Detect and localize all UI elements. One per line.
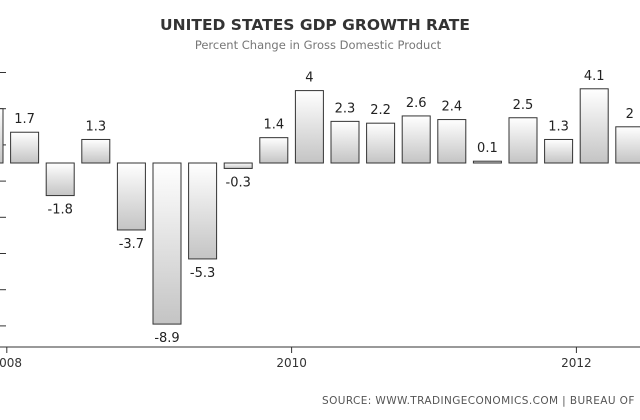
bar-8	[259, 137, 289, 164]
x-tick-label-2012: 2012	[561, 356, 592, 370]
value-label-18: 2	[626, 107, 634, 122]
value-label-8: 1.4	[263, 118, 284, 133]
value-label-14: 0.1	[477, 141, 498, 156]
value-label-17: 4.1	[584, 69, 605, 84]
bar-16	[544, 138, 574, 164]
bar-5	[152, 162, 182, 325]
bar-14	[472, 160, 502, 164]
bar-12	[401, 115, 431, 164]
value-label-13: 2.4	[441, 100, 462, 115]
bar-6	[188, 162, 218, 260]
value-label-10: 2.3	[335, 101, 356, 116]
bar-3	[81, 138, 111, 164]
bar-10	[330, 120, 360, 164]
bar-17	[579, 88, 609, 164]
value-label-12: 2.6	[406, 96, 427, 111]
value-label-15: 2.5	[513, 98, 534, 113]
value-labels-group: 31.7-1.81.3-3.7-8.9-5.3-0.31.442.32.22.6…	[14, 69, 634, 346]
bars-group	[0, 88, 640, 325]
value-label-4: -3.7	[119, 237, 144, 252]
x-tick-label-2010: 2010	[276, 356, 307, 370]
source-text: SOURCE: WWW.TRADINGECONOMICS.COM | BUREA…	[322, 395, 635, 407]
bar-9	[294, 90, 324, 164]
value-label-6: -5.3	[190, 266, 215, 281]
chart-title: UNITED STATES GDP GROWTH RATE	[160, 16, 470, 34]
bar-15	[508, 117, 538, 164]
value-label-5: -8.9	[154, 331, 179, 346]
value-label-9: 4	[305, 71, 313, 86]
bar-0	[0, 108, 4, 164]
bar-4	[116, 162, 146, 231]
bar-13	[437, 119, 467, 164]
chart-subtitle: Percent Change in Gross Domestic Product	[195, 38, 442, 52]
bar-11	[366, 122, 396, 164]
value-label-11: 2.2	[370, 103, 391, 118]
bar-1	[10, 131, 40, 164]
value-label-3: 1.3	[85, 119, 106, 134]
bar-7	[223, 162, 253, 169]
value-label-2: -1.8	[48, 203, 73, 218]
value-label-16: 1.3	[548, 119, 569, 134]
bar-2	[45, 162, 75, 197]
value-label-1: 1.7	[14, 112, 35, 127]
bar-18	[615, 126, 640, 164]
value-label-7: -0.3	[226, 175, 251, 190]
